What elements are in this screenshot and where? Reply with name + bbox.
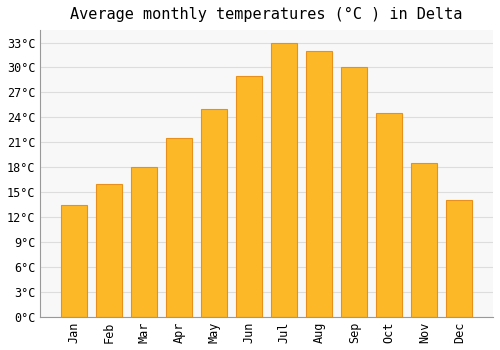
Bar	[341, 68, 367, 317]
Bar	[61, 205, 87, 317]
Bar	[96, 184, 122, 317]
Title: Average monthly temperatures (°C ) in Delta: Average monthly temperatures (°C ) in De…	[70, 7, 463, 22]
Bar	[201, 109, 228, 317]
Bar	[131, 167, 157, 317]
Bar	[411, 163, 438, 317]
Bar	[236, 76, 262, 317]
Bar	[166, 138, 192, 317]
Bar	[376, 113, 402, 317]
Bar	[271, 43, 297, 317]
Bar	[446, 201, 472, 317]
Bar	[306, 51, 332, 317]
